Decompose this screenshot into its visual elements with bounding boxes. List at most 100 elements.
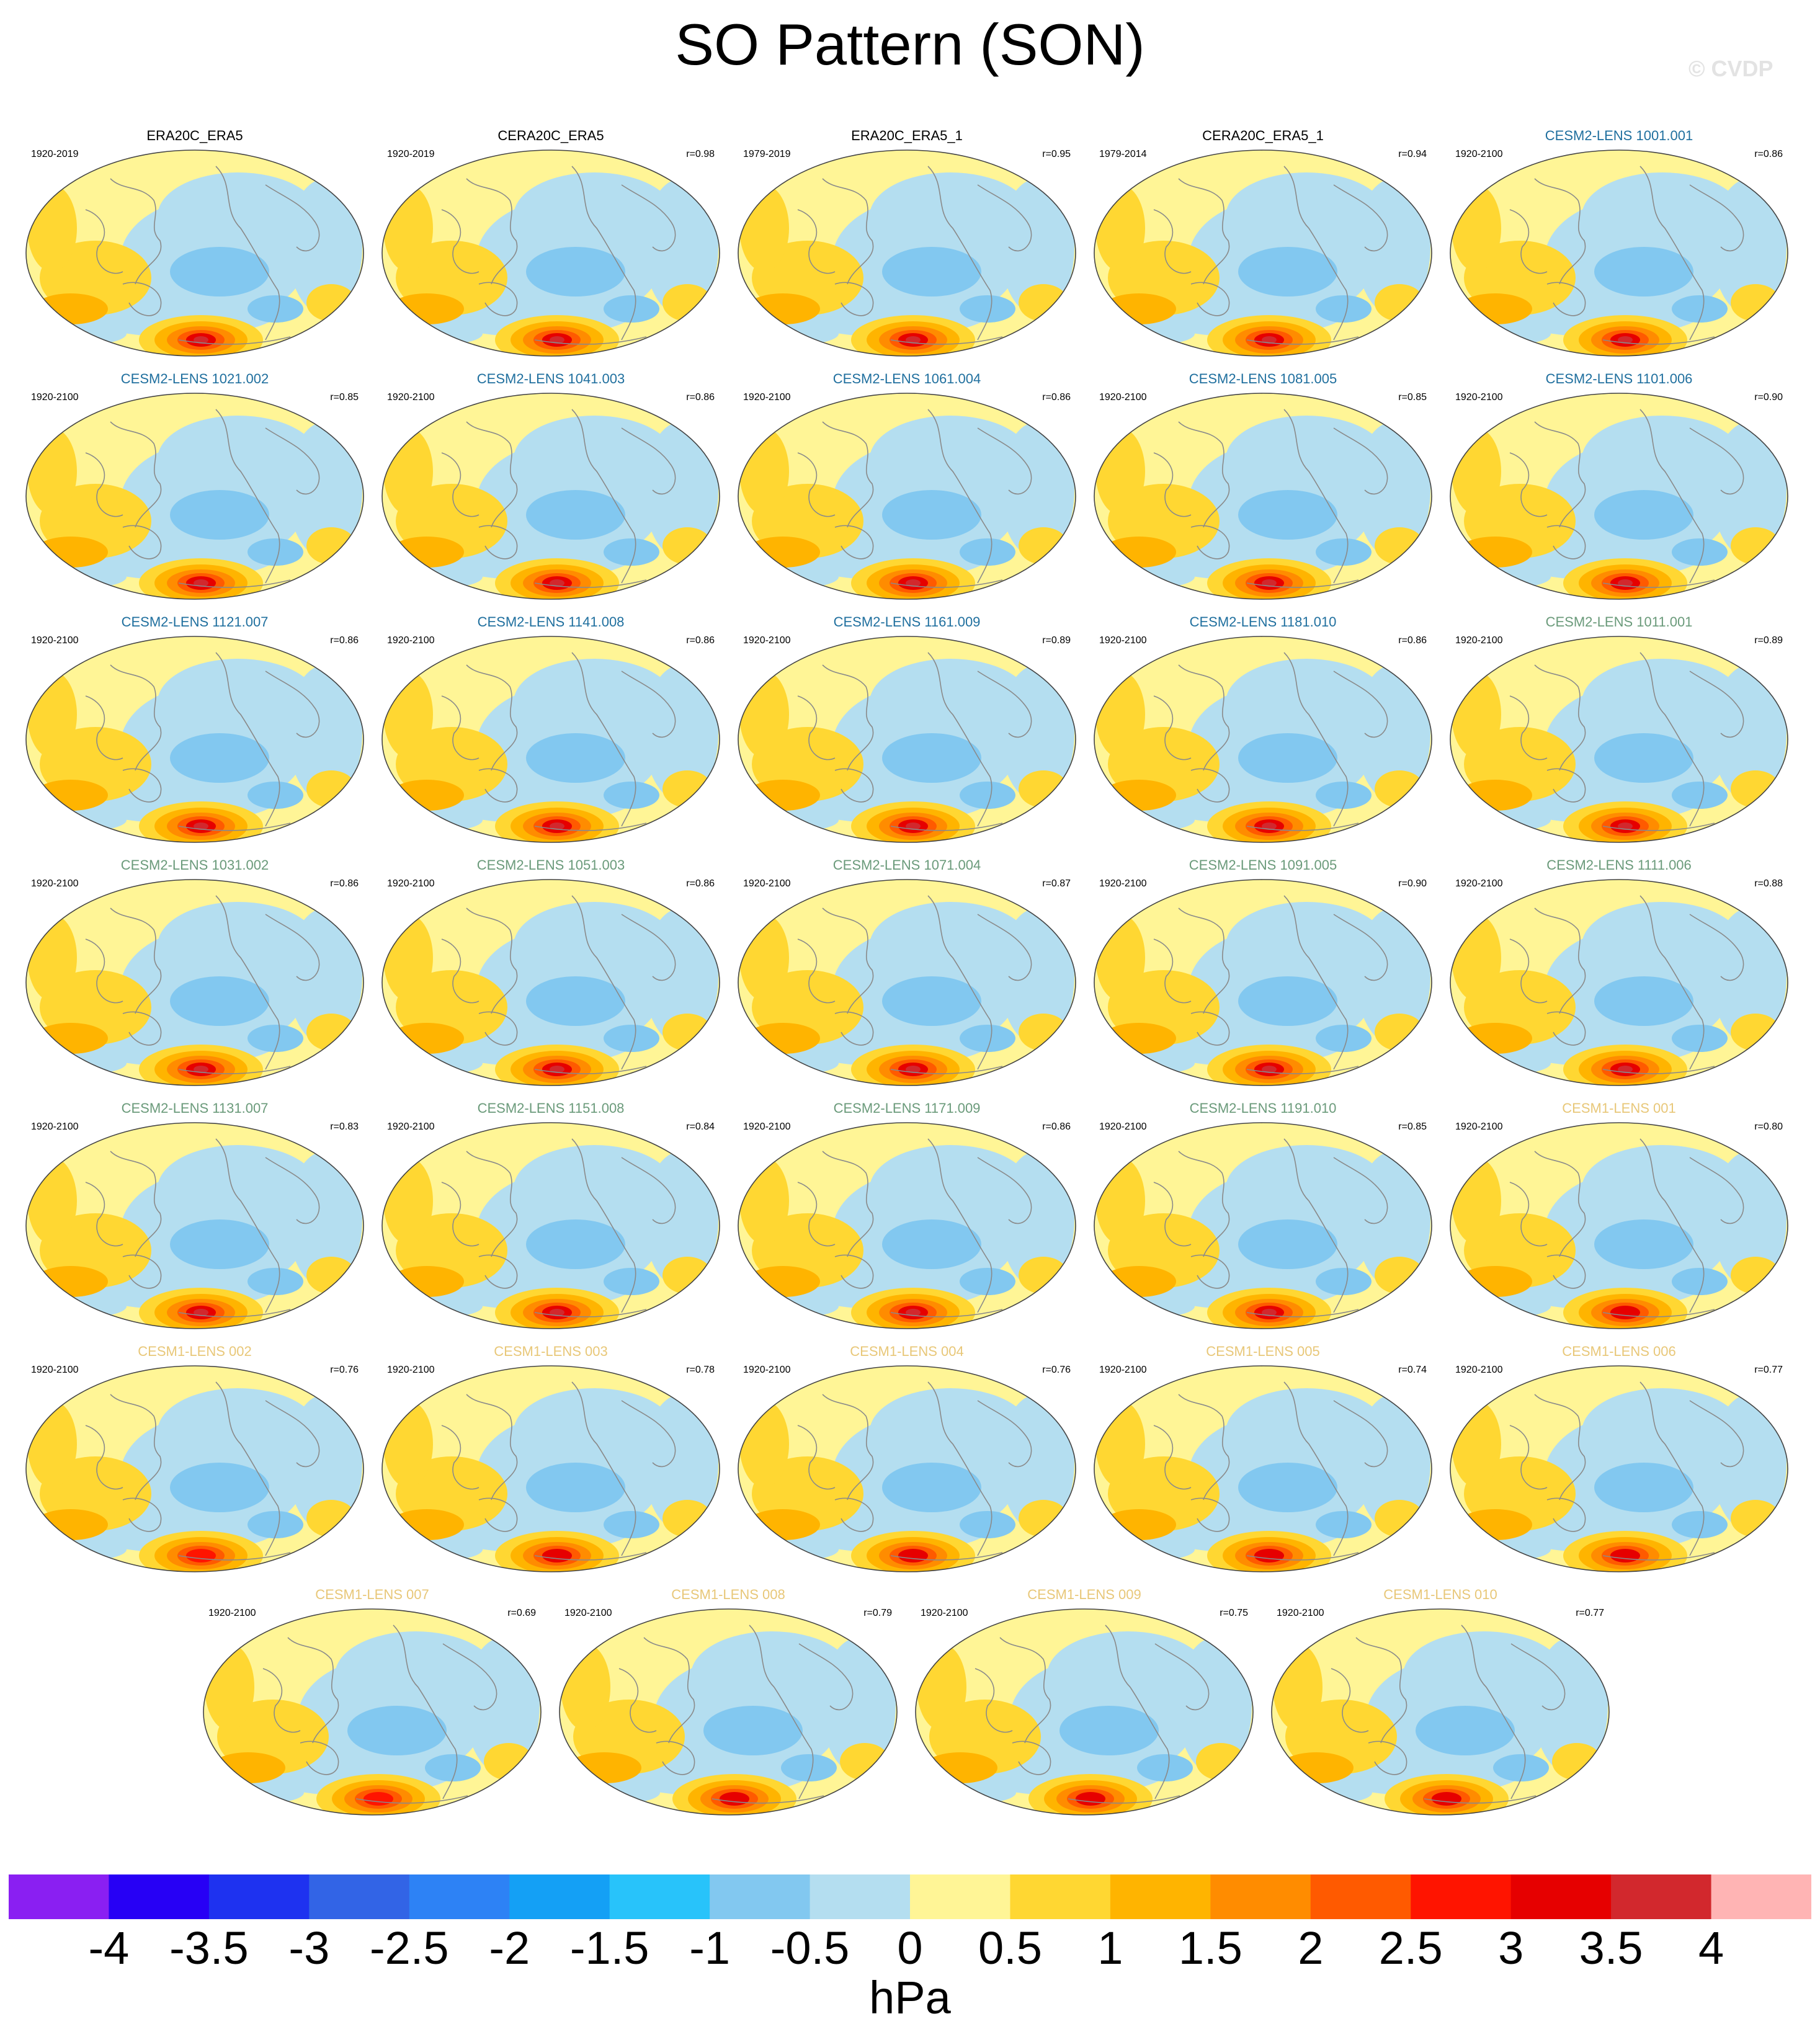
coastline [1246, 336, 1359, 345]
slp-contour [752, 1295, 839, 1317]
map-panel: CESM1-LENS 008 1920-2100 r=0.79 [551, 1587, 906, 1822]
slp-contour [158, 416, 319, 502]
slp-contour [644, 1151, 718, 1288]
map-border [738, 393, 1076, 600]
panel-years: 1920-2100 [921, 1608, 968, 1618]
slp-contour [1019, 527, 1068, 564]
slp-contour [923, 1752, 997, 1783]
coastline [466, 664, 518, 771]
map-border [915, 1608, 1254, 1816]
coastline [85, 452, 123, 517]
slp-contour [1594, 976, 1693, 1026]
slp-contour [1102, 1509, 1176, 1540]
slp-contour [390, 780, 464, 811]
coastline [1534, 1394, 1586, 1500]
coastline [1246, 1066, 1359, 1074]
coastline [797, 938, 836, 1004]
map-border [381, 879, 720, 1086]
slp-contour [390, 1509, 464, 1540]
colorbar-swatch [810, 1874, 911, 1919]
panel-title: CESM2-LENS 1061.004 [832, 371, 981, 386]
colorbar-swatch [208, 1874, 310, 1919]
coastline [122, 282, 162, 316]
coastline [265, 1400, 320, 1468]
coastline [178, 1066, 291, 1074]
coastline [1546, 1011, 1586, 1046]
coastline [927, 1138, 993, 1313]
coastline [122, 525, 162, 559]
slp-contour [40, 1295, 127, 1317]
slp-contour [1356, 422, 1430, 558]
colorbar-tick-label: 4 [1698, 1922, 1724, 1974]
coastline [749, 1625, 814, 1799]
slp-contour [1582, 1145, 1743, 1232]
coastline [797, 695, 836, 760]
slp-contour [752, 809, 839, 831]
map-border [1450, 636, 1788, 843]
colorbar-units: hPa [869, 1972, 951, 2023]
coastline [890, 579, 1003, 588]
slp-contour [662, 284, 712, 321]
slp-contour [1238, 247, 1337, 296]
map-panel: CESM1-LENS 003 1920-2100 r=0.78 [373, 1344, 728, 1579]
map-panel: CESM2-LENS 1191.010 1920-2100 r=0.85 [1086, 1100, 1440, 1336]
slp-contour [1226, 1388, 1387, 1475]
map-panel: CESM2-LENS 1041.003 1920-2100 r=0.86 [373, 371, 728, 607]
slp-contour [158, 659, 319, 746]
slp-contour [906, 336, 921, 344]
coastline [1283, 1138, 1349, 1313]
coastline [797, 452, 836, 517]
coastline [1190, 1011, 1230, 1046]
panel-correlation: r=0.89 [1042, 635, 1071, 646]
slp-contour [1102, 293, 1176, 324]
panel-years: 1920-2100 [1455, 392, 1503, 403]
slp-contour [248, 782, 303, 809]
colorbar-tick-label: 3 [1498, 1922, 1524, 1974]
panel-title: CESM2-LENS 1161.009 [833, 614, 981, 630]
slp-contour [1000, 422, 1074, 558]
slp-contour [550, 1309, 564, 1316]
panel-years: 1920-2100 [743, 878, 791, 889]
coastline [1333, 671, 1388, 738]
slp-contour [550, 579, 564, 587]
colorbar [9, 1874, 1811, 1919]
map-border [738, 149, 1076, 357]
panel-years: 1920-2019 [387, 149, 435, 159]
slp-contour [746, 1509, 820, 1540]
slp-contour [1102, 1266, 1176, 1297]
coastline [656, 1741, 695, 1775]
coastline [1534, 907, 1586, 1014]
coastline [85, 695, 123, 760]
coastline [1602, 336, 1715, 345]
panel-correlation: r=0.77 [1754, 1365, 1783, 1375]
slp-contour [882, 490, 981, 540]
coastline [534, 1552, 647, 1561]
slp-map [1450, 1122, 1788, 1329]
panel-years: 1920-2019 [31, 149, 79, 159]
slp-map [1094, 149, 1432, 357]
slp-contour [514, 659, 675, 746]
coastline [110, 907, 162, 1014]
panel-title: CESM2-LENS 1081.005 [1189, 371, 1337, 386]
coastline [1283, 1381, 1349, 1556]
slp-map [381, 149, 720, 357]
colorbar-swatch [1110, 1874, 1211, 1919]
slp-contour [1458, 1023, 1532, 1054]
panel-correlation: r=0.86 [1398, 635, 1427, 646]
slp-contour [194, 579, 208, 587]
slp-contour [248, 1268, 303, 1295]
slp-contour [1375, 770, 1424, 808]
slp-contour [1262, 579, 1277, 587]
coastline [1639, 652, 1705, 827]
slp-map [1094, 1122, 1432, 1329]
map-border [25, 879, 364, 1086]
slp-contour [1712, 1151, 1787, 1288]
coastline [265, 914, 320, 981]
slp-contour [906, 579, 921, 587]
slp-contour [306, 284, 356, 321]
slp-map [1094, 879, 1432, 1086]
slp-contour [1238, 976, 1337, 1026]
coastline [1510, 1643, 1566, 1711]
slp-contour [288, 1151, 362, 1288]
slp-contour [644, 422, 718, 558]
